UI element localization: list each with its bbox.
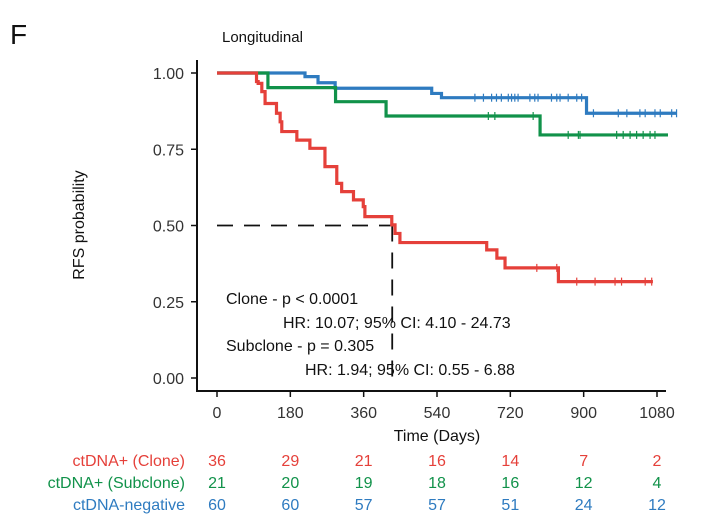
x-tick-label: 540: [424, 405, 451, 422]
risk-table-label: ctDNA+ (Subclone): [48, 475, 185, 492]
y-tick-label: 0.50: [153, 219, 184, 236]
risk-table-count: 2: [653, 453, 662, 470]
risk-table-label: ctDNA-negative: [73, 497, 185, 514]
risk-table-count: 16: [428, 453, 446, 470]
risk-table-count: 14: [501, 453, 519, 470]
y-tick-label: 1.00: [153, 66, 184, 83]
risk-table-count: 7: [579, 453, 588, 470]
risk-table-count: 12: [575, 475, 593, 492]
survival-curve-ctdna-subclone: [217, 71, 668, 137]
y-tick-label: 0.75: [153, 142, 184, 159]
annotation-subclone-p: Subclone - p = 0.305: [226, 338, 374, 355]
x-tick-label: 1080: [639, 405, 675, 422]
x-tick-label: 0: [213, 405, 222, 422]
annotation-clone-p: Clone - p < 0.0001: [226, 291, 358, 308]
chart-title: Longitudinal: [222, 29, 303, 46]
annotation-subclone-hr: HR: 1.94; 95% CI: 0.55 - 6.88: [305, 362, 515, 379]
x-tick-label: 900: [570, 405, 597, 422]
y-tick-label: 0.25: [153, 295, 184, 312]
risk-table-count: 21: [208, 475, 226, 492]
risk-table-count: 19: [355, 475, 373, 492]
x-tick-label: 360: [350, 405, 377, 422]
x-tick-label: 180: [277, 405, 304, 422]
risk-table-count: 60: [281, 497, 299, 514]
panel-label: F: [10, 19, 27, 50]
risk-table-count: 18: [428, 475, 446, 492]
risk-table-count: 12: [648, 497, 666, 514]
risk-table-count: 20: [281, 475, 299, 492]
y-axis-label: RFS probability: [71, 170, 88, 279]
annotation-clone-hr: HR: 10.07; 95% CI: 4.10 - 24.73: [283, 315, 511, 332]
risk-table-count: 51: [501, 497, 519, 514]
x-axis-label: Time (Days): [394, 428, 481, 445]
survival-curve-ctdna-clone: [217, 71, 653, 284]
survival-curve-ctdna-negative: [217, 71, 677, 115]
risk-table-count: 16: [501, 475, 519, 492]
risk-table-count: 60: [208, 497, 226, 514]
y-tick-label: 0.00: [153, 371, 184, 388]
risk-table-count: 21: [355, 453, 373, 470]
x-tick-label: 720: [497, 405, 524, 422]
risk-table-count: 57: [428, 497, 446, 514]
risk-table-count: 57: [355, 497, 373, 514]
risk-table-count: 29: [281, 453, 299, 470]
risk-table-count: 4: [653, 475, 662, 492]
risk-table-count: 36: [208, 453, 226, 470]
risk-table-count: 24: [575, 497, 593, 514]
risk-table-label: ctDNA+ (Clone): [73, 453, 185, 470]
